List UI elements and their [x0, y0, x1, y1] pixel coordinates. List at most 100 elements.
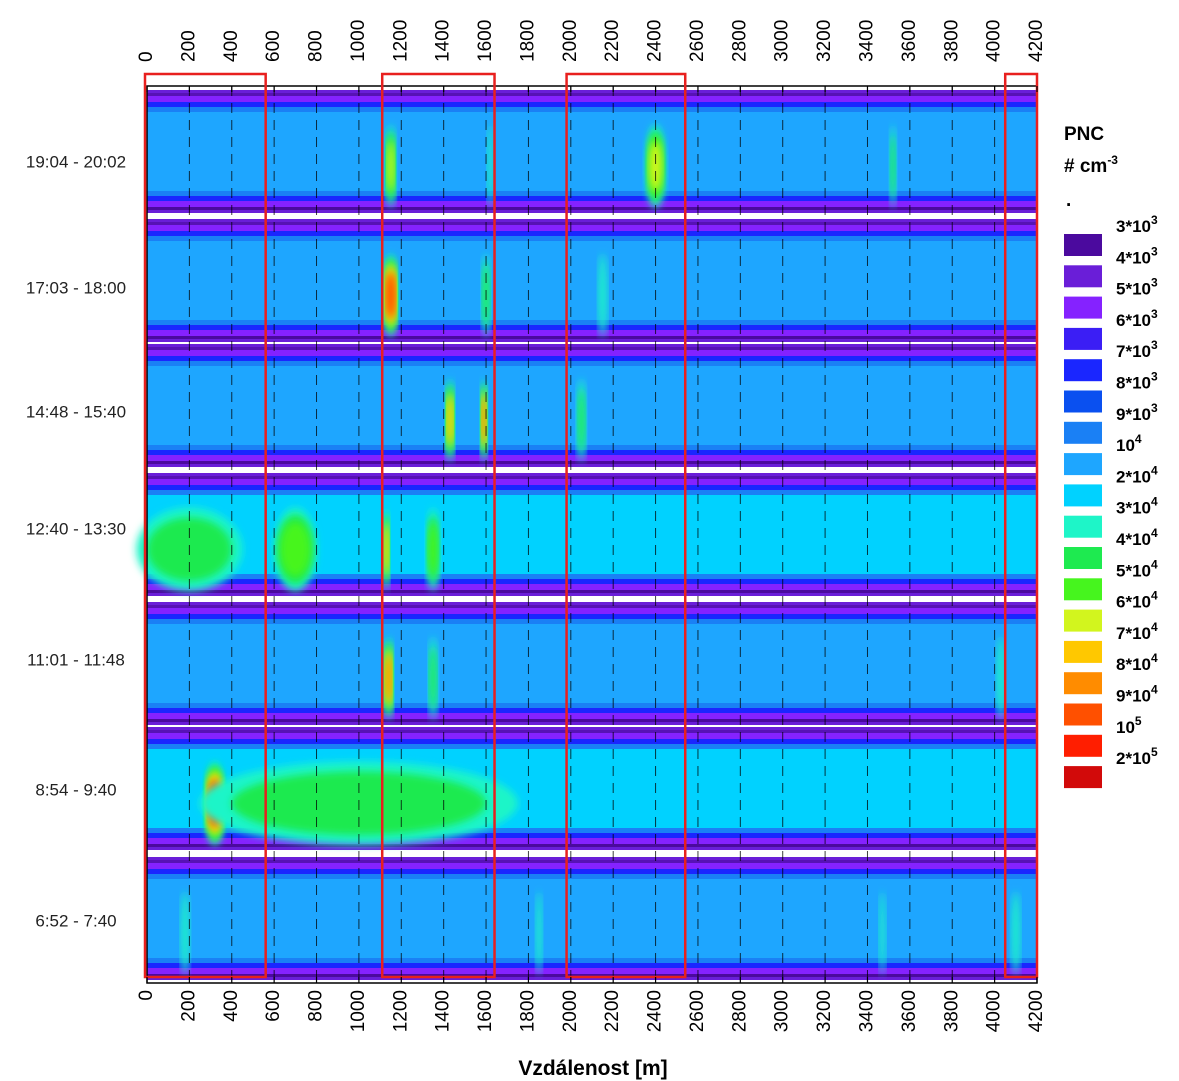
row-band-core — [147, 879, 1037, 958]
heatmap-rows — [136, 90, 1037, 980]
x-tick-label: 0 — [136, 51, 157, 62]
x-tick-label: 4000 — [984, 20, 1005, 62]
heatmap-row — [147, 344, 1037, 467]
highlight-box — [565, 72, 687, 979]
legend-label: 6*104 — [1116, 589, 1158, 612]
legend-swatch — [1064, 484, 1102, 507]
x-tick-label: 1400 — [433, 990, 454, 1032]
row-edge-top — [147, 476, 1037, 479]
row-time-label: 8:54 - 9:40 — [35, 780, 116, 799]
legend-swatch — [1064, 265, 1102, 288]
legend-label: 5*104 — [1116, 557, 1158, 580]
legend-label: 9*104 — [1116, 683, 1158, 706]
highlight-box — [143, 72, 267, 979]
x-tick-label: 2200 — [602, 990, 623, 1032]
x-tick-label: 800 — [306, 30, 327, 62]
x-tick-label: 2600 — [687, 20, 708, 62]
row-time-label: 11:01 - 11:48 — [27, 650, 125, 669]
x-tick-label: 2000 — [560, 990, 581, 1032]
legend-swatch — [1064, 327, 1102, 350]
legend-label: 3*103 — [1116, 213, 1158, 236]
row-edge-bottom — [147, 719, 1037, 722]
heatmap-row — [136, 473, 1037, 596]
row-edge-top — [147, 93, 1037, 96]
row-edge-top — [147, 605, 1037, 608]
x-tick-label: 1800 — [517, 20, 538, 62]
hotspot-mark — [387, 141, 394, 192]
hotspot-mark — [180, 891, 190, 976]
hotspot-mark — [879, 891, 886, 976]
x-tick-label: 1800 — [517, 990, 538, 1032]
x-tick-label: 2800 — [729, 20, 750, 62]
row-band-core — [147, 366, 1037, 445]
grid-lines — [188, 86, 996, 983]
legend: PNC # cm-3. 3*103 4*103 5*103 6*103 7*103 8*103… — [1064, 124, 1158, 789]
x-tick-label: 2400 — [645, 20, 666, 62]
heatmap-row — [147, 727, 1037, 850]
row-time-label: 6:52 - 7:40 — [35, 911, 116, 930]
x-tick-label: 3800 — [941, 990, 962, 1032]
x-tick-label: 3400 — [856, 20, 877, 62]
row-edge-bottom — [147, 207, 1037, 210]
row-band-core — [147, 112, 1037, 191]
x-tick-label: 3200 — [814, 990, 835, 1032]
x-tick-label: 600 — [263, 30, 284, 62]
row-edge-bottom — [147, 336, 1037, 339]
x-tick-label: 2800 — [729, 990, 750, 1032]
legend-dot: . — [1066, 190, 1071, 211]
hotspot-mark — [280, 522, 311, 577]
row-band-core — [147, 241, 1037, 320]
row-edge-bottom — [147, 461, 1037, 464]
row-time-label: 14:48 - 15:40 — [26, 402, 126, 421]
row-time-labels: 19:04 - 20:02 17:03 - 18:00 14:48 - 15:40 1… — [26, 152, 126, 930]
legend-swatch — [1064, 390, 1102, 413]
row-band-core — [147, 624, 1037, 703]
legend-swatch — [1064, 766, 1102, 789]
legend-swatch — [1064, 672, 1102, 695]
x-tick-label: 800 — [306, 990, 327, 1022]
legend-label: 2*104 — [1116, 463, 1158, 486]
x-tick-label: 600 — [263, 990, 284, 1022]
hotspot-mark — [578, 388, 585, 452]
legend-label: 104 — [1116, 432, 1142, 455]
legend-label: 7*103 — [1116, 338, 1158, 361]
legend-label: 4*103 — [1116, 244, 1158, 267]
legend-swatch — [1064, 234, 1102, 256]
x-tick-label: 400 — [221, 30, 242, 62]
x-tick-label: 400 — [221, 990, 242, 1022]
x-tick-label: 1200 — [390, 990, 411, 1032]
legend-label: 6*103 — [1116, 307, 1158, 330]
x-tick-label: 1600 — [475, 20, 496, 62]
legend-label: 5*103 — [1116, 276, 1158, 299]
legend-swatch — [1064, 453, 1102, 476]
hotspot-mark — [996, 636, 1006, 721]
legend-label: 105 — [1116, 714, 1142, 737]
x-tick-label: 1600 — [475, 990, 496, 1032]
legend-label: 8*104 — [1116, 651, 1158, 674]
x-tick-label: 200 — [178, 990, 199, 1022]
row-edge-top — [147, 730, 1037, 733]
legend-label: 2*105 — [1116, 745, 1158, 768]
legend-swatch — [1064, 703, 1102, 726]
hotspot-mark — [447, 397, 453, 444]
legend-unit: # cm-3 — [1064, 153, 1118, 177]
legend-swatch — [1064, 640, 1102, 663]
legend-swatch — [1064, 359, 1102, 382]
x-tick-label: 4000 — [984, 990, 1005, 1032]
heatmap-row — [147, 90, 1037, 213]
legend-label: 9*103 — [1116, 401, 1158, 424]
hotspot-mark — [598, 253, 607, 338]
x-tick-label: 1000 — [348, 20, 369, 62]
x-axis-title: Vzdálenost [m] — [518, 1057, 667, 1080]
hotspot-mark — [384, 526, 389, 573]
x-tick-label: 3400 — [856, 990, 877, 1032]
highlight-boxes — [143, 72, 1039, 979]
hotspot-mark — [649, 141, 662, 192]
legend-swatch — [1064, 515, 1102, 538]
x-tick-label: 2200 — [602, 20, 623, 62]
legend-label: 7*104 — [1116, 620, 1158, 643]
x-axis-bottom-ticks: 0 200 400 600 800 1000 1200 1400 1600 1800 2000 220… — [136, 977, 1047, 1032]
x-tick-label: 2400 — [645, 990, 666, 1032]
x-tick-label: 1400 — [433, 20, 454, 62]
